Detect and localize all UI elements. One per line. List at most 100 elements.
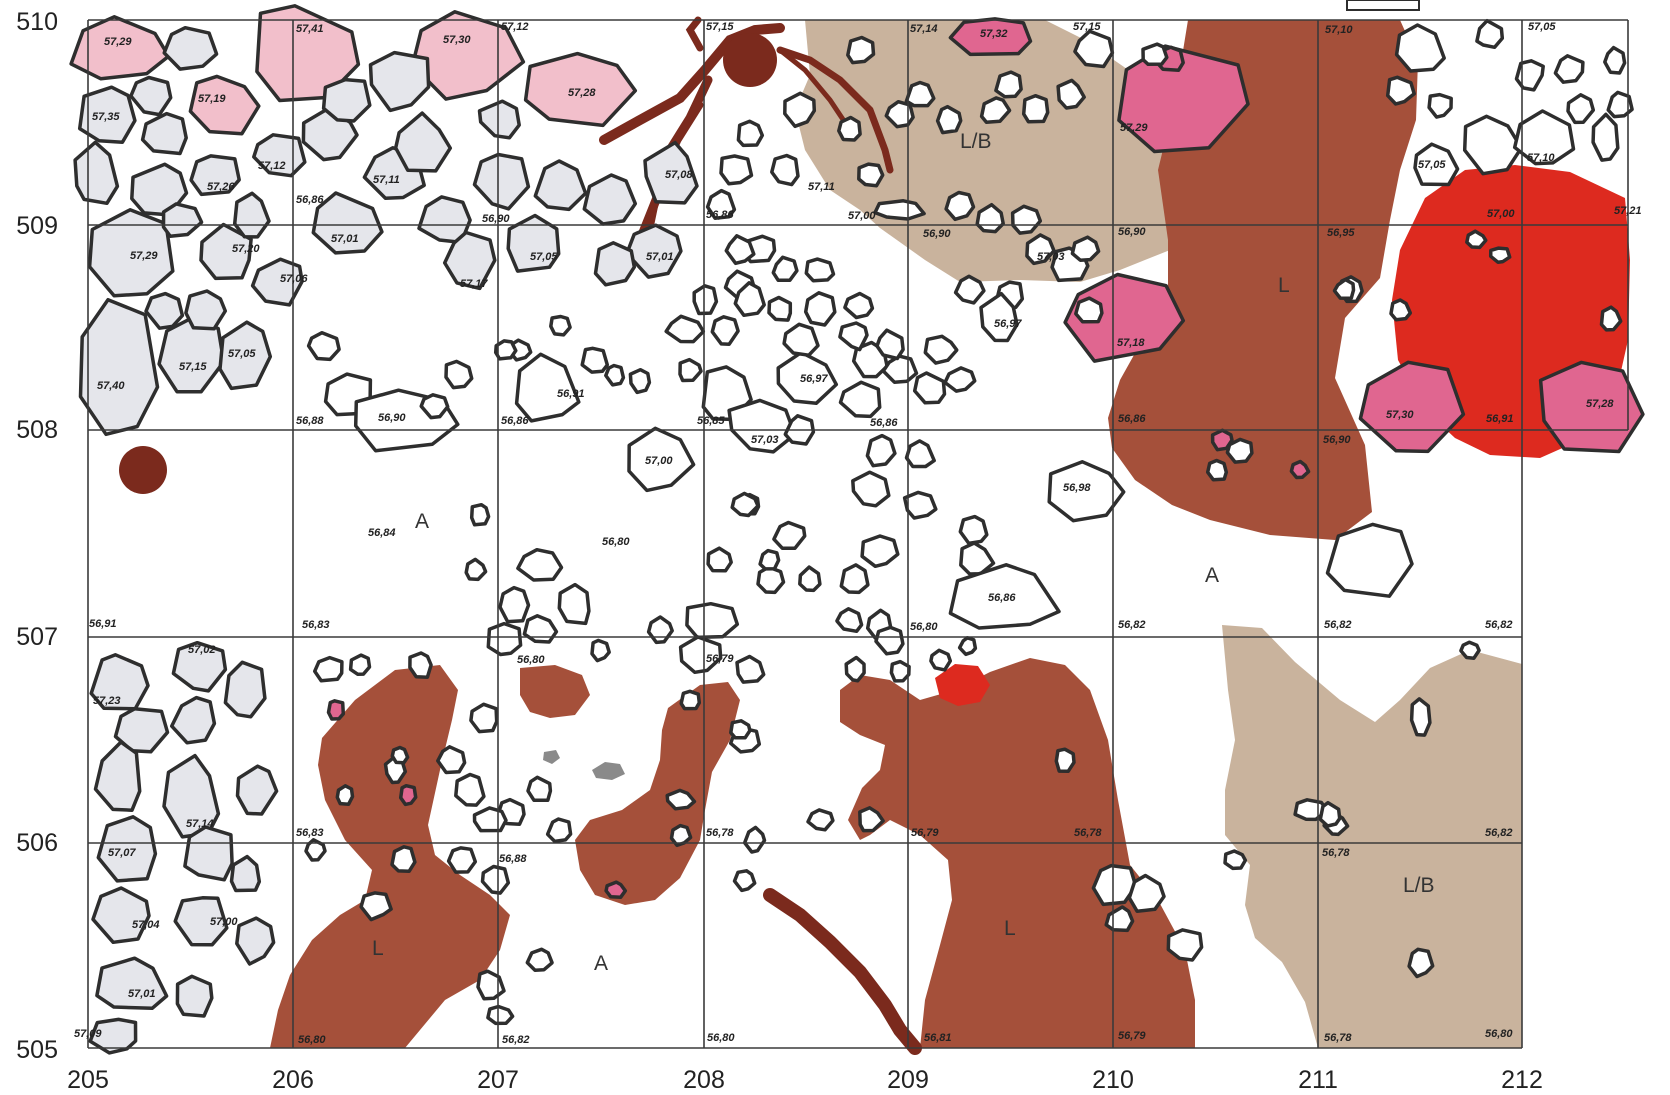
stone	[1047, 460, 1126, 523]
stone	[1591, 112, 1620, 162]
stone	[643, 140, 699, 205]
y-tick-label: 508	[16, 416, 58, 444]
stones-layer	[69, 4, 1645, 1055]
stone	[776, 350, 839, 406]
stone	[526, 775, 553, 803]
elevation-label: 56,97	[800, 373, 828, 385]
posthole	[119, 446, 167, 494]
stone	[1010, 204, 1043, 235]
stone	[664, 314, 706, 344]
stone	[93, 740, 142, 812]
stone	[1332, 277, 1356, 300]
elevation-label: 56,79	[911, 827, 939, 839]
stone	[162, 25, 219, 71]
stone	[678, 635, 723, 675]
elevation-label: 56,90	[1118, 226, 1146, 238]
stone	[312, 655, 344, 683]
stone	[943, 366, 977, 393]
stone	[770, 153, 800, 187]
stone	[89, 653, 150, 711]
elevation-label: 56,90	[378, 412, 406, 424]
y-tick-label: 509	[16, 212, 58, 240]
stone	[464, 557, 488, 582]
stone	[772, 520, 807, 551]
stone	[912, 371, 947, 405]
stone	[1289, 459, 1311, 480]
zone-label-l: L	[372, 937, 384, 960]
stone	[69, 15, 171, 81]
red-spot	[935, 664, 990, 706]
stone	[767, 295, 793, 322]
stone	[140, 111, 188, 156]
stone	[390, 845, 417, 873]
elevation-label: 56,86	[706, 209, 734, 221]
elevation-label: 56,81	[924, 1032, 952, 1044]
stone	[843, 291, 875, 320]
y-tick-label: 506	[16, 829, 58, 857]
stone	[419, 393, 450, 420]
stone	[77, 85, 137, 145]
stone	[454, 772, 486, 807]
y-tick-label: 510	[16, 8, 58, 36]
brown-layer-small-2	[575, 682, 740, 905]
stone	[498, 585, 531, 624]
stone	[625, 223, 683, 279]
stone	[724, 234, 756, 266]
stone	[169, 695, 217, 745]
elevation-label: 56,78	[706, 827, 734, 839]
stone	[782, 322, 820, 357]
y-tick-label: 507	[16, 623, 58, 651]
elevation-label: 56,82	[1118, 619, 1146, 631]
stone	[627, 426, 696, 493]
legend-box	[1346, 0, 1420, 11]
grey-spot	[592, 762, 625, 780]
stone	[804, 257, 836, 283]
stone	[844, 655, 866, 683]
y-tick-label: 505	[16, 1036, 58, 1064]
x-tick-label: 205	[67, 1066, 109, 1094]
stone	[348, 653, 372, 676]
elevation-label: 57,05	[228, 348, 256, 360]
stone	[860, 534, 900, 569]
stone	[1514, 59, 1545, 92]
zone-label-a: A	[594, 952, 608, 975]
stone	[183, 825, 234, 882]
x-tick-label: 206	[272, 1066, 314, 1094]
elevation-label: 57,05	[530, 251, 558, 263]
stone	[838, 321, 869, 352]
elevation-label: 56,91	[557, 388, 585, 400]
stone	[783, 91, 817, 129]
elevation-label: 56,78	[1074, 827, 1102, 839]
stone	[904, 80, 936, 108]
stone	[1070, 235, 1101, 262]
elevation-label: 56,82	[1485, 619, 1513, 631]
stone	[881, 354, 919, 384]
stone	[472, 152, 531, 211]
brown-layer-l-bm	[840, 658, 1195, 1048]
stone	[803, 291, 837, 327]
stone	[87, 208, 175, 298]
stone	[113, 707, 170, 754]
elevation-label: 56,78	[1324, 1032, 1352, 1044]
stone	[730, 491, 760, 518]
stone	[742, 825, 767, 854]
stone	[232, 191, 271, 239]
stone	[173, 896, 229, 947]
x-tick-label: 209	[887, 1066, 929, 1094]
elevation-labels: 57,29 57,41 57,30 57,12 57,15 57,14 57,3…	[74, 21, 1642, 1046]
stone	[756, 565, 786, 595]
stone	[904, 439, 936, 469]
stone	[846, 35, 876, 65]
stone	[665, 788, 697, 811]
elevation-label: 56,90	[482, 213, 510, 225]
x-tick-label: 210	[1092, 1066, 1134, 1094]
stone	[218, 320, 273, 391]
stone	[944, 190, 976, 222]
stone	[436, 745, 467, 775]
stone	[359, 891, 393, 922]
stone	[171, 640, 228, 693]
stone	[1141, 42, 1169, 67]
stone	[557, 582, 591, 626]
elevation-label: 57,01	[331, 233, 359, 245]
